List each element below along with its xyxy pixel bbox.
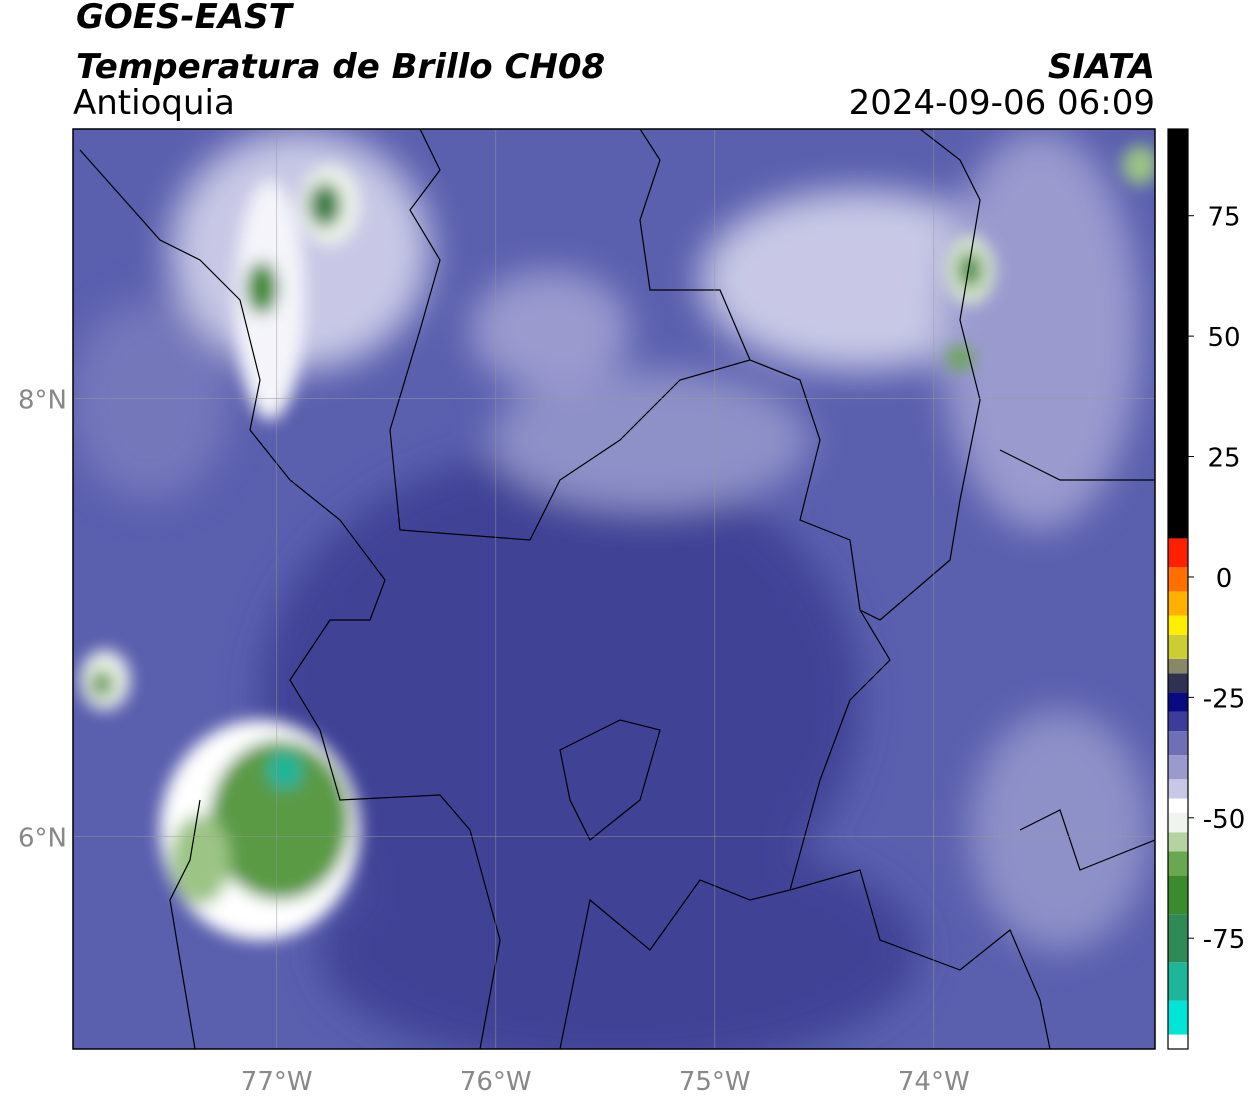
source: SIATA [1048, 47, 1155, 87]
imagery [73, 129, 1155, 1049]
colorbar-segment [1168, 875, 1188, 915]
colorbar-segment [1168, 962, 1188, 1001]
region: Antioquia [73, 83, 235, 123]
colorbar-segment [1168, 1000, 1188, 1035]
x-tick-label: 76°W [460, 1067, 532, 1097]
x-tick-label: 74°W [898, 1067, 970, 1097]
colorbar-segment [1168, 711, 1188, 732]
colorbar-segment [1168, 779, 1188, 799]
subtitle: Temperatura de Brillo CH08 [76, 47, 605, 87]
colorbar-tick-label: 25 [1207, 444, 1240, 474]
colorbar-tick-label: 50 [1207, 323, 1240, 353]
colorbar-segment [1168, 731, 1188, 756]
colorbar-segment [1168, 798, 1188, 813]
y-tick-label: 6°N [18, 824, 67, 854]
title: GOES-EAST [76, 0, 295, 37]
x-tick-label: 75°W [679, 1067, 751, 1097]
y-tick-label: 8°N [18, 385, 67, 415]
colorbar-segment [1168, 673, 1188, 693]
colorbar-segment [1168, 615, 1188, 635]
colorbar-segment [1168, 832, 1188, 852]
colorbar-segment [1168, 812, 1188, 833]
colorbar-segment [1168, 658, 1188, 674]
colorbar-segment [1168, 129, 1188, 539]
colorbar-frame [1167, 128, 1189, 1050]
colorbar-tick-label: -25 [1203, 684, 1245, 714]
colorbar-tick-label: -75 [1203, 925, 1245, 955]
colorbar-segment [1168, 914, 1188, 963]
colorbar-segment [1168, 634, 1188, 659]
colorbar-segment [1168, 851, 1188, 876]
map-frame [72, 128, 1156, 1050]
colorbar-tick-label: -50 [1203, 805, 1245, 835]
colorbar-segment [1168, 1034, 1188, 1049]
colorbar-tick-label: 75 [1207, 203, 1240, 233]
timestamp: 2024-09-06 06:09 [849, 83, 1155, 123]
x-tick-label: 77°W [241, 1067, 313, 1097]
colorbar-tick-label: 0 [1216, 564, 1233, 594]
colorbar-segment [1168, 755, 1188, 780]
colorbar-segment [1168, 567, 1188, 592]
colorbar-segment [1168, 591, 1188, 616]
colorbar-segment [1168, 538, 1188, 568]
colorbar-segment [1168, 692, 1188, 712]
